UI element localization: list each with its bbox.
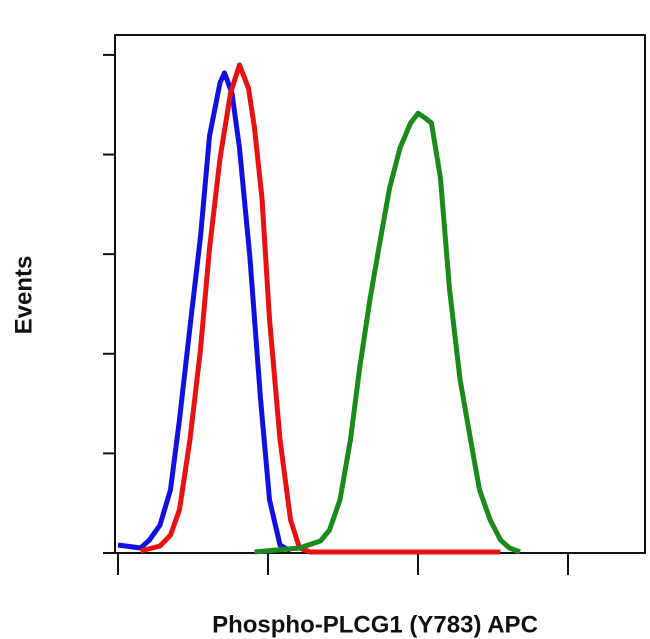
histogram-line — [254, 110, 521, 555]
x-axis-label: Phospho-PLCG1 (Y783) APC — [212, 611, 538, 638]
histogram-line — [117, 70, 292, 554]
histogram-line — [139, 62, 501, 555]
y-axis-label: Events — [10, 256, 37, 335]
